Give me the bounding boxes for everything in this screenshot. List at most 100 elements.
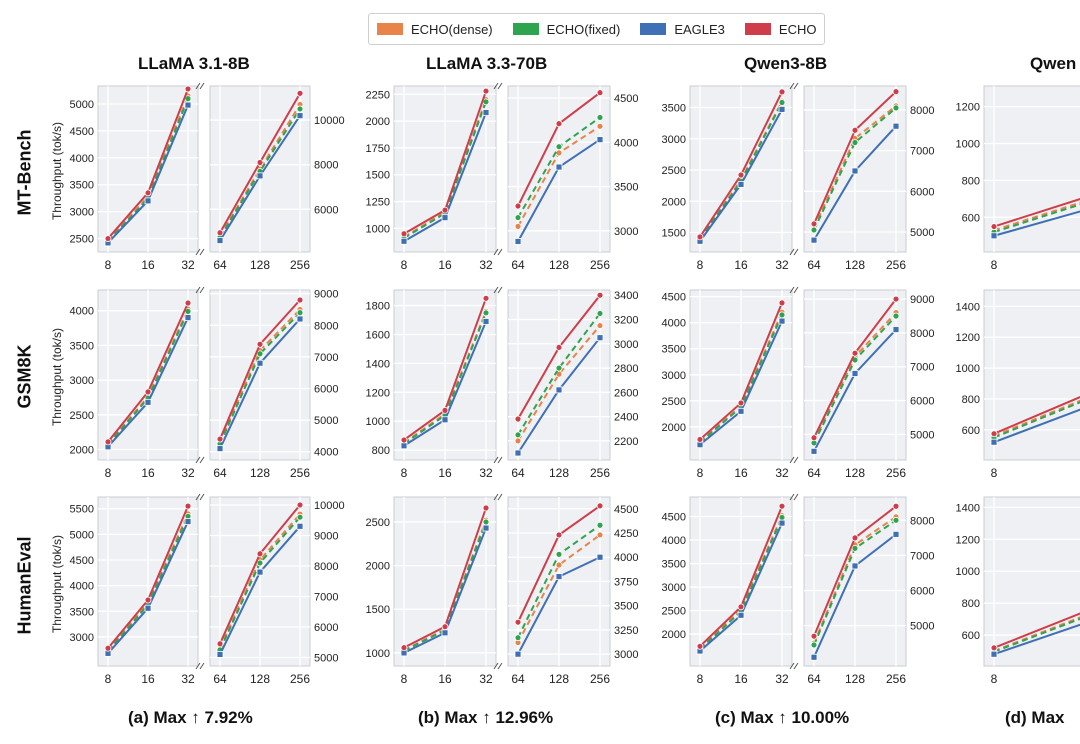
panel-r2-c2-left-y-tick-label: 3000 xyxy=(662,582,686,594)
panel-r0-c1-right-echo-dense-point xyxy=(555,149,563,157)
panel-r1-c2-left-x-tick-label: 16 xyxy=(734,466,748,480)
panel-r0-c2-left-y-tick-label: 1500 xyxy=(662,228,686,240)
panel-r2-c0-left-y-tick-label: 4500 xyxy=(70,555,94,567)
panel-r0-c3-left-x-tick-label: 8 xyxy=(991,258,998,272)
panel-r1-c1-right-y-tick-label: 3400 xyxy=(614,290,638,302)
legend-label-echo: ECHO xyxy=(778,21,817,37)
panel-r1-c0-left-echo-point xyxy=(104,438,112,446)
panel-r2-c1-break-bottom xyxy=(493,662,503,670)
panel-r2-c1-right-y-tick-label: 4500 xyxy=(614,504,638,516)
panel-r2-c3-left-echo-point xyxy=(990,644,998,652)
panel-r1-c2-right-eagle3-point xyxy=(892,326,900,333)
panel-r1-c1-right-y-tick-label: 2200 xyxy=(614,436,638,448)
panel-r1-c3-left-y-tick-label: 1400 xyxy=(956,301,980,313)
panel-r1-c2-left-echo-point xyxy=(778,299,786,307)
panel-r1-c3-left-echo-fixed-line xyxy=(993,401,1080,439)
panel-r0-c1-left-y-tick-label: 2250 xyxy=(366,89,390,101)
panel-r1-c0-left-y-tick-label: 3000 xyxy=(70,375,94,387)
column-title-qwen: Qwen xyxy=(1030,54,1077,73)
panel-r2-c1-right-x-tick-label: 64 xyxy=(511,672,525,686)
panel-r1-c1-right-eagle3-point xyxy=(514,449,522,457)
panel-r2-c1-left-y-tick-label: 2500 xyxy=(366,517,390,529)
panel-r0-c1-left-x-tick-label: 16 xyxy=(438,258,452,272)
panel-r1-c1-left-y-tick-label: 1600 xyxy=(366,329,390,341)
panel-r2-c3-left-eagle3-line xyxy=(993,623,1080,656)
panel-r1-c0-right-echo-point xyxy=(256,340,264,348)
panel-r2-c2-right-echo-dense-line xyxy=(813,515,897,644)
panel-r1-c1-left-echo-fixed-point xyxy=(482,309,490,317)
panel-r2-c2-right-echo-fixed-point xyxy=(851,545,859,552)
panel-r0-c1-left-y-tick-label: 1750 xyxy=(366,143,390,155)
panel-r1-c2-left-x-tick-label: 8 xyxy=(697,466,704,480)
panel-r1-c2-left-x-tick-label: 32 xyxy=(775,466,789,480)
panel-r0-c0-right-echo-point xyxy=(296,89,304,97)
panel-r0-c0-left-x-tick-label: 8 xyxy=(105,258,112,272)
panel-r0-c0-left-x-tick-label: 32 xyxy=(181,258,195,272)
panel-r2-c2-left-x-tick-label: 32 xyxy=(775,672,789,686)
panel-r0-c0-left-y-tick-label: 3500 xyxy=(70,180,94,192)
panel-r1-c1-right-echo-dense-line xyxy=(517,324,601,442)
panel-r1-c1-right-echo-fixed-point xyxy=(555,364,563,372)
panel-r0-c2-right-x-tick-label: 64 xyxy=(807,258,821,272)
panel-r1-c2-left-eagle3-point xyxy=(737,407,745,415)
panel-r0-c1-right-eagle3-point xyxy=(555,163,563,171)
panel-r0-c2-break-bottom xyxy=(789,248,799,256)
panel-r0-c3-left-plot-area xyxy=(983,85,1080,253)
panel-r0-c2-left-y-tick-label: 2500 xyxy=(662,165,686,177)
panel-r1-c3-left-eagle3-point xyxy=(990,438,998,446)
panel-r2-c1-left-echo-point xyxy=(441,623,449,631)
panel-r0-c0-left-eagle3-point xyxy=(184,101,192,109)
legend-swatch-echo-dense xyxy=(377,23,403,35)
panel-r0-c3-left-echo-dense-line xyxy=(993,201,1080,232)
panel-r0-c3-left-eagle3-line xyxy=(993,210,1080,237)
panel-r2-c0-left-y-tick-label: 3500 xyxy=(70,606,94,618)
panel-r1-c3-left-echo-line xyxy=(993,396,1080,435)
panel-r1-c3-left-echo-dense-line xyxy=(993,399,1080,437)
panel-r2-c1-left-y-tick-label: 1500 xyxy=(366,604,390,616)
panel-r1-c1-left-y-tick-label: 1200 xyxy=(366,387,390,399)
panel-r0-c0-right-eagle3-point xyxy=(296,112,304,120)
panel-r1-c1-left-echo-point xyxy=(482,294,490,302)
panel-r0-c1-left-echo-point xyxy=(482,87,490,95)
panel-r2-c2-right-echo-fixed-point xyxy=(810,641,818,649)
panel-r1-c2-right-echo-fixed-point xyxy=(892,312,900,320)
panel-r1-c0-right-x-tick-label: 64 xyxy=(213,466,227,480)
panel-r2-c0-right-y-tick-label: 7000 xyxy=(314,591,338,603)
panel-r1-c1-left-echo-point xyxy=(441,406,449,414)
panel-r0-c2-left-eagle3-point xyxy=(737,180,745,188)
panel-r1-c0-right-echo-point xyxy=(216,435,224,443)
panel-r1-c2-break-bottom xyxy=(789,456,799,464)
panel-r2-c3-left-y-tick-label: 1000 xyxy=(956,566,980,578)
panel-r0-c0-left-echo-point xyxy=(144,189,152,197)
panel-r0-c2-right-y-tick-label: 6000 xyxy=(910,186,934,198)
panel-r0-c0-right-y-tick-label: 8000 xyxy=(314,160,338,172)
panel-r0-c2-left-y-tick-label: 2000 xyxy=(662,196,686,208)
panel-r1-c2-left-y-tick-label: 2500 xyxy=(662,396,686,408)
panel-r2-c1-right-y-tick-label: 4000 xyxy=(614,552,638,564)
panel-r2-c1-left-y-tick-label: 1000 xyxy=(366,648,390,660)
panel-r1-c0-left-echo-point xyxy=(144,388,152,396)
panel-r2-c2-right-echo-point xyxy=(892,502,900,510)
panel-r2-c2-left-echo-fixed-point xyxy=(778,514,786,521)
legend-swatch-echo xyxy=(744,23,771,35)
panel-r1-c2-right-echo-point xyxy=(810,434,818,442)
panel-r2-c0-right-echo-fixed-point xyxy=(296,513,304,521)
panel-r0-c1-left-eagle3-point xyxy=(400,237,408,245)
panel-r2-c1-right-echo-fixed-point xyxy=(555,550,563,558)
panel-r1-c0-right-eagle3-point xyxy=(296,315,304,323)
panel-r0-c1-left-eagle3-point xyxy=(482,109,490,116)
panel-r1-c2-right-echo-point xyxy=(851,349,859,357)
panel-r0-c1-break-top xyxy=(493,82,503,90)
panel-r2-c1-right-y-tick-label: 3750 xyxy=(614,576,638,588)
panel-r2-c3-left-y-tick-label: 600 xyxy=(962,630,980,642)
panel-r2-c1-right-eagle3-point xyxy=(555,573,563,581)
legend-item-echo: ECHO xyxy=(744,21,817,37)
panel-r2-c1-right-eagle3-point xyxy=(514,650,522,658)
panel-r2-c0-break-bottom xyxy=(195,662,205,670)
panel-r2-c0-right-echo-point xyxy=(216,640,224,648)
panel-r0-c1-right-echo-point xyxy=(555,120,563,128)
panel-r2-c1-left-echo-point xyxy=(482,504,490,512)
legend-label-echo-fixed: ECHO(fixed) xyxy=(546,21,621,37)
panel-r1-c1-right-echo-fixed-line xyxy=(517,312,601,436)
panel-r2-c0-right-echo-point xyxy=(256,550,264,558)
